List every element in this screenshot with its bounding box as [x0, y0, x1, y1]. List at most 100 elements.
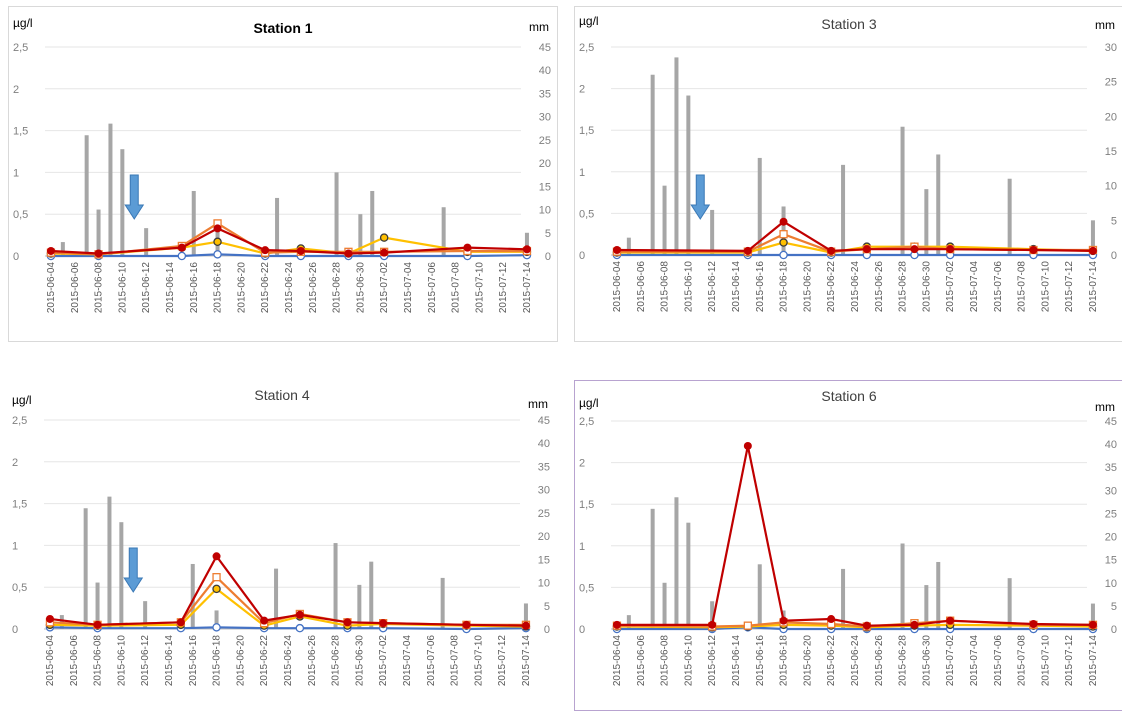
right-tick-label: 10: [538, 578, 550, 590]
x-tick-label: 2015-06-14: [731, 635, 742, 687]
rain-bar: [1090, 603, 1095, 629]
rain-bar: [108, 123, 113, 256]
left-tick-label: 0: [12, 624, 18, 636]
chart-title: Station 6: [821, 388, 876, 404]
x-tick-label: 2015-06-06: [70, 262, 81, 314]
right-axis-label: mm: [1095, 18, 1115, 32]
left-tick-label: 2: [579, 84, 585, 96]
left-axis-label: µg/l: [579, 14, 599, 28]
data-point: [45, 614, 54, 623]
rain-bar: [191, 190, 196, 256]
x-tick-label: 2015-06-06: [636, 635, 647, 687]
right-tick-label: 15: [538, 554, 550, 566]
rain-bar: [841, 164, 846, 255]
left-tick-label: 0: [13, 251, 19, 263]
right-tick-label: 15: [1105, 555, 1117, 567]
left-tick-label: 1: [579, 167, 585, 179]
x-tick-label: 2015-07-14: [521, 635, 532, 687]
data-point: [910, 245, 919, 254]
x-tick-label: 2015-07-10: [474, 262, 485, 314]
x-tick-label: 2015-07-12: [497, 635, 508, 687]
x-tick-label: 2015-06-24: [850, 261, 861, 313]
data-point: [1029, 620, 1038, 629]
right-tick-label: 20: [1105, 532, 1117, 544]
x-tick-label: 2015-07-08: [451, 262, 462, 314]
right-tick-label: 35: [539, 88, 551, 100]
x-tick-label: 2015-07-10: [1040, 261, 1051, 313]
right-axis-label: mm: [528, 397, 548, 411]
right-tick-label: 30: [1105, 42, 1117, 54]
chart-panel-station-6: Station 6 µg/l mm 0 0,5 1 1,5 2 2,5 0 5 10 15 20 25 30 3…: [574, 380, 1122, 711]
arrow-icon: [123, 547, 144, 593]
rain-bar: [662, 582, 667, 629]
x-tick-label: 2015-06-10: [116, 635, 127, 687]
data-point: [522, 245, 531, 254]
rain-bar: [686, 522, 691, 629]
rain-bar: [936, 561, 941, 629]
rain-bar: [841, 568, 846, 629]
left-tick-label: 1,5: [579, 499, 594, 511]
rain-bar: [1007, 178, 1012, 255]
x-tick-label: 2015-06-28: [898, 635, 909, 687]
x-tick-label: 2015-07-12: [1064, 635, 1075, 687]
left-axis-label: µg/l: [12, 393, 32, 407]
right-tick-label: 30: [539, 112, 551, 124]
x-tick-label: 2015-06-30: [355, 262, 366, 314]
data-point: [827, 246, 836, 255]
series-line-red: [616, 444, 1093, 627]
data-point: [827, 615, 836, 624]
rain-bar: [524, 232, 529, 256]
right-tick-label: 40: [1105, 439, 1117, 451]
data-point: [213, 224, 222, 233]
x-tick-label: 2015-06-26: [874, 635, 885, 687]
x-tick-label: 2015-06-04: [612, 635, 623, 687]
x-tick-label: 2015-06-16: [188, 635, 199, 687]
rain-bar: [710, 209, 715, 255]
chart-title: Station 1: [253, 20, 312, 36]
right-axis-label: mm: [1095, 400, 1115, 414]
right-tick-label: 0: [1111, 624, 1117, 636]
right-tick-label: 10: [539, 205, 551, 217]
x-tick-label: 2015-07-14: [1088, 261, 1099, 313]
left-tick-label: 2: [579, 458, 585, 470]
x-tick-label: 2015-06-30: [354, 635, 365, 687]
rain-bar: [900, 543, 905, 629]
data-point: [779, 230, 788, 239]
chart-title: Station 4: [254, 387, 309, 403]
right-tick-label: 35: [1105, 462, 1117, 474]
x-tick-label: 2015-07-12: [1064, 261, 1075, 313]
arrow-icon: [124, 174, 145, 220]
data-point: [260, 616, 269, 625]
left-tick-label: 1,5: [579, 125, 594, 137]
data-point: [946, 245, 955, 254]
rain-bar: [900, 126, 905, 255]
right-tick-label: 5: [544, 601, 550, 613]
x-tick-label: 2015-06-12: [141, 262, 152, 314]
rain-bar: [119, 522, 124, 629]
data-point: [94, 249, 103, 258]
left-tick-label: 0: [579, 624, 585, 636]
chart-station-3: Station 3 µg/l mm 0 0,5 1 1,5 2 2,5 0 5 10 15 20 25 30 2…: [579, 14, 1117, 313]
data-point: [612, 246, 621, 255]
left-axis-label: µg/l: [13, 16, 33, 30]
right-tick-label: 30: [1105, 485, 1117, 497]
rain-bar: [370, 190, 375, 256]
left-tick-label: 2,5: [579, 416, 594, 428]
rain-bar: [710, 601, 715, 629]
x-tick-label: 2015-07-04: [969, 261, 980, 313]
left-tick-label: 2,5: [13, 42, 28, 54]
data-point: [176, 618, 185, 627]
data-point: [379, 619, 388, 628]
data-point: [46, 246, 55, 255]
right-tick-label: 25: [1105, 77, 1117, 89]
x-tick-label: 2015-07-04: [969, 635, 980, 687]
data-point: [295, 623, 305, 633]
x-tick-label: 2015-06-30: [921, 635, 932, 687]
x-tick-label: 2015-06-08: [93, 635, 104, 687]
left-tick-label: 1: [12, 540, 18, 552]
rain-bar: [757, 157, 762, 255]
rain-bar: [440, 577, 445, 629]
right-tick-label: 15: [539, 181, 551, 193]
x-tick-label: 2015-07-02: [379, 262, 390, 314]
rain-bar: [650, 508, 655, 629]
